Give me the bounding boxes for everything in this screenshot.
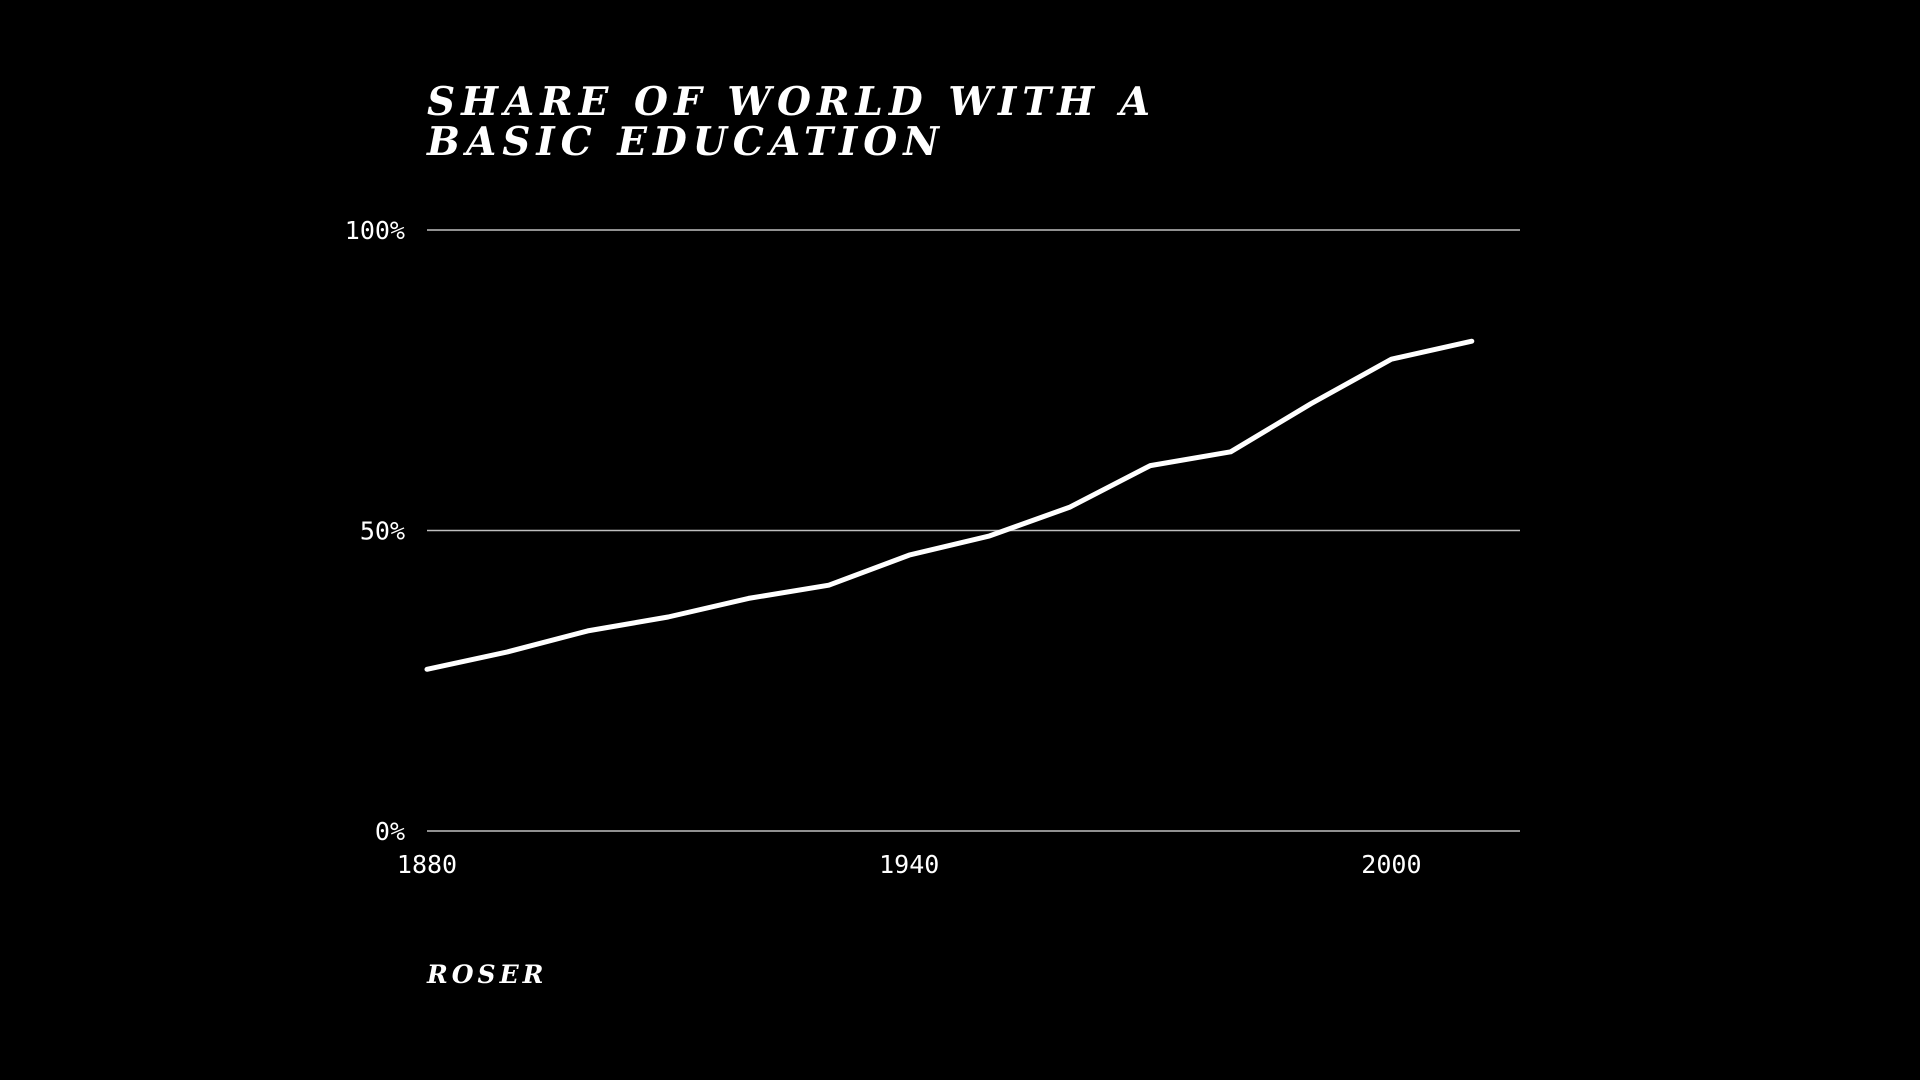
y-axis-labels: 0% 50% 100%: [345, 216, 405, 846]
gridlines: [427, 229, 1520, 832]
x-tick-label: 1880: [397, 850, 457, 879]
x-tick-label: 1940: [879, 850, 939, 879]
series: [424, 338, 1475, 672]
y-tick-label: 0%: [375, 817, 405, 846]
y-tick-label: 100%: [345, 216, 405, 245]
y-tick-label: 50%: [360, 517, 405, 546]
series-line: [424, 338, 1475, 672]
x-tick-label: 2000: [1361, 850, 1421, 879]
source-credit: ROSER: [427, 960, 548, 989]
x-axis-labels: 1880 1940 2000: [397, 850, 1422, 879]
chart-title: SHARE OF WORLD WITH A BASIC EDUCATION: [427, 79, 1156, 165]
